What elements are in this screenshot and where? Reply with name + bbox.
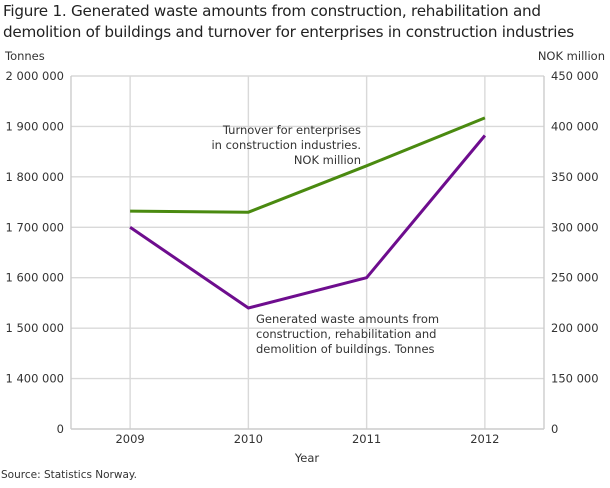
right-axis-unit-label: NOK million [537, 49, 605, 63]
turnover-annotation-line: in construction industries. [211, 138, 361, 152]
right-axis-ticks: 0 150 000 200 000 250 000 300 000 350 000 400 … [551, 69, 599, 436]
right-axis-tick-label: 250 000 [551, 271, 599, 285]
x-axis-label: Year [294, 451, 320, 465]
left-axis-ticks: 0 1 400 000 1 500 000 1 600 000 1 700 000 1 8… [5, 69, 64, 436]
waste-series-line [129, 134, 487, 310]
right-axis-tick-label: 300 000 [551, 220, 599, 234]
right-axis-tick-label: 450 000 [551, 69, 599, 83]
left-axis-tick-label: 1 500 000 [5, 321, 64, 335]
waste-annotation-line: demolition of buildings. Tonnes [256, 342, 435, 356]
left-axis-tick-label: 1 900 000 [5, 119, 64, 133]
source-note: Source: Statistics Norway. [1, 469, 137, 481]
x-axis-tick-label: 2011 [352, 432, 381, 446]
left-axis-tick-label: 1 700 000 [5, 220, 64, 234]
x-axis-tick-label: 2009 [115, 432, 144, 446]
left-axis-tick-label: 1 800 000 [5, 170, 64, 184]
turnover-annotation-line: Turnover for enterprises [222, 123, 361, 137]
x-axis-tick-label: 2012 [470, 432, 499, 446]
x-axis-ticks: 2009 2010 2011 2012 [115, 432, 499, 446]
right-axis-tick-label: 350 000 [551, 170, 599, 184]
turnover-annotation-line: NOK million [294, 153, 361, 167]
chart-title: Figure 1. Generated waste amounts from c… [3, 1, 609, 43]
right-axis-tick-label: 400 000 [551, 119, 599, 133]
turnover-series-line [130, 116, 486, 214]
left-axis-tick-label: 0 [57, 422, 64, 436]
right-axis-tick-label: 150 000 [551, 372, 599, 386]
chart-title-line-1: Figure 1. Generated waste amounts from c… [3, 2, 541, 20]
x-axis-tick-label: 2010 [234, 432, 263, 446]
axes [70, 76, 545, 430]
right-axis-tick-label: 0 [551, 422, 558, 436]
chart-title-line-2: demolition of buildings and turnover for… [3, 23, 574, 41]
series-lines [129, 116, 487, 310]
waste-annotation-line: construction, rehabilitation and [256, 327, 436, 341]
left-axis-tick-label: 1 600 000 [5, 271, 64, 285]
left-axis-tick-label: 1 400 000 [5, 372, 64, 386]
left-axis-tick-label: 2 000 000 [5, 69, 64, 83]
left-axis-unit-label: Tonnes [5, 49, 45, 63]
right-axis-tick-label: 200 000 [551, 321, 599, 335]
waste-annotation-line: Generated waste amounts from [256, 312, 439, 326]
